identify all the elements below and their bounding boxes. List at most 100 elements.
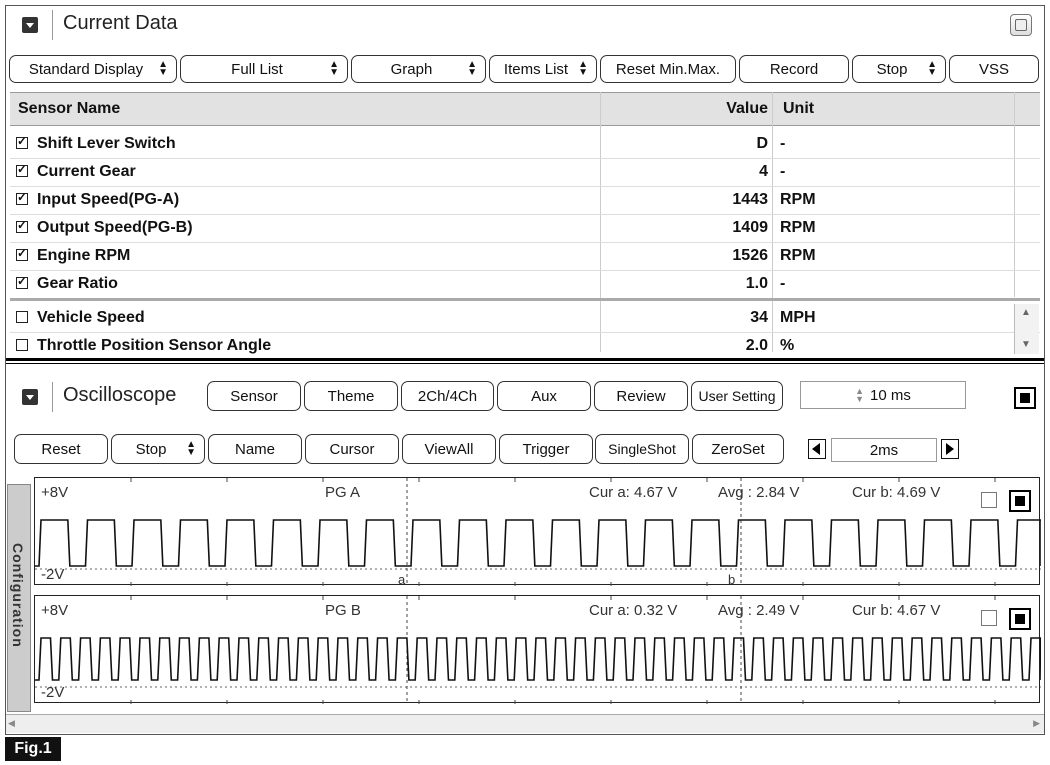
average-readout: Avg : 2.49 V: [718, 602, 800, 619]
updown-caret-icon: ▲ ▼: [186, 439, 196, 458]
column-unit[interactable]: Unit: [783, 100, 815, 117]
vss-button[interactable]: VSS: [949, 55, 1039, 83]
stop-mode-select[interactable]: Stop ▲ ▼: [111, 434, 205, 464]
table-row[interactable]: Throttle Position Sensor Angle 2.0 %: [10, 332, 1040, 354]
bottom-scale-label: -2V: [41, 684, 65, 701]
sensor-unit: -: [780, 163, 786, 180]
row-checkbox[interactable]: [16, 339, 28, 351]
table-row[interactable]: Engine RPM 1526 RPM: [10, 242, 1040, 271]
row-checkbox[interactable]: [16, 190, 28, 205]
window-restore-icon[interactable]: [1010, 14, 1032, 36]
sensor-value: 34: [750, 309, 768, 326]
sensor-name: Vehicle Speed: [37, 309, 145, 326]
zeroset-button[interactable]: ZeroSet: [692, 434, 784, 464]
updown-icon: ▲ ▼: [855, 386, 865, 404]
reset-minmax-button[interactable]: Reset Min.Max.: [600, 55, 736, 83]
channel-checkbox[interactable]: [981, 610, 997, 626]
table-row[interactable]: Current Gear 4 -: [10, 158, 1040, 187]
row-checkbox[interactable]: [16, 274, 28, 289]
column-sensor-name[interactable]: Sensor Name: [18, 100, 121, 117]
reset-button[interactable]: Reset: [14, 434, 108, 464]
stop-select[interactable]: Stop ▲ ▼: [852, 55, 946, 83]
graph-label: Graph: [390, 60, 433, 78]
sensor-value: 1409: [732, 219, 768, 236]
sample-time-value: 10 ms: [870, 386, 911, 404]
table-row[interactable]: Gear Ratio 1.0 -: [10, 270, 1040, 301]
sensor-name: Engine RPM: [37, 247, 131, 264]
aux-button[interactable]: Aux: [497, 381, 591, 411]
timebase-increase-icon[interactable]: [941, 439, 959, 459]
scroll-left-icon[interactable]: ◀: [8, 718, 15, 728]
horizontal-scrollbar[interactable]: ◀ ▶: [6, 714, 1044, 733]
cursor-a-readout: Cur a: 0.32 V: [589, 602, 678, 619]
channels-button[interactable]: 2Ch/4Ch: [401, 381, 494, 411]
cursor-b-marker[interactable]: b: [728, 572, 736, 587]
top-scale-label: +8V: [41, 484, 69, 501]
table-row[interactable]: Output Speed(PG-B) 1409 RPM: [10, 214, 1040, 243]
cursor-a-marker[interactable]: a: [398, 572, 406, 587]
sample-time-field[interactable]: ▲ ▼ 10 ms: [800, 381, 966, 409]
pg-b-waveform: [35, 596, 1041, 704]
sensor-unit: MPH: [780, 309, 816, 326]
row-checkbox[interactable]: [16, 311, 28, 323]
scroll-up-icon[interactable]: ▲: [1021, 307, 1031, 318]
sensor-unit: -: [780, 275, 786, 292]
user-setting-button[interactable]: User Setting: [691, 381, 783, 411]
cursor-b-readout: Cur b: 4.69 V: [852, 484, 941, 501]
table-scrollbar[interactable]: ▲ ▼: [1014, 304, 1039, 354]
theme-button[interactable]: Theme: [304, 381, 398, 411]
channel-color-icon[interactable]: [1009, 490, 1031, 512]
viewall-button[interactable]: ViewAll: [402, 434, 496, 464]
timebase-field[interactable]: 2ms: [831, 438, 937, 462]
row-checkbox[interactable]: [16, 162, 28, 177]
column-divider: [600, 92, 601, 352]
channel-pg-b[interactable]: +8V PG B Cur a: 0.32 V Avg : 2.49 V Cur …: [34, 595, 1041, 704]
table-header: Sensor Name Value Unit: [10, 92, 1040, 126]
bottom-scale-label: -2V: [41, 566, 65, 583]
sensor-value: 1443: [732, 191, 768, 208]
table-row[interactable]: Shift Lever Switch D -: [10, 130, 1040, 159]
scroll-down-icon[interactable]: ▼: [1021, 339, 1031, 350]
sensor-value: 2.0: [745, 337, 768, 354]
pane-divider-line: [6, 363, 1044, 364]
updown-caret-icon: ▲ ▼: [158, 59, 168, 78]
average-readout: Avg : 2.84 V: [718, 484, 800, 501]
singleshot-button[interactable]: SingleShot: [595, 434, 689, 464]
name-button[interactable]: Name: [208, 434, 302, 464]
sensor-button[interactable]: Sensor: [207, 381, 301, 411]
scroll-right-icon[interactable]: ▶: [1033, 718, 1040, 728]
collapse-icon[interactable]: [22, 389, 38, 405]
timebase-decrease-icon[interactable]: [808, 439, 826, 459]
configuration-tab[interactable]: Configuration: [7, 484, 31, 712]
items-list-select[interactable]: Items List ▲ ▼: [489, 55, 597, 83]
trigger-button[interactable]: Trigger: [499, 434, 593, 464]
stop-mode-label: Stop: [135, 440, 167, 458]
table-row[interactable]: Input Speed(PG-A) 1443 RPM: [10, 186, 1040, 215]
sensor-name: Shift Lever Switch: [37, 135, 176, 152]
review-button[interactable]: Review: [594, 381, 688, 411]
sensor-unit: %: [780, 337, 795, 354]
sensor-value: 4: [759, 163, 768, 180]
main-window: Current Data Standard Display ▲ ▼ Full Li…: [5, 5, 1045, 735]
sensor-unit: RPM: [780, 219, 816, 236]
row-checkbox[interactable]: [16, 134, 28, 149]
channel-color-icon[interactable]: [1009, 608, 1031, 630]
channel-checkbox[interactable]: [981, 492, 997, 508]
window-toggle-icon[interactable]: [1014, 387, 1036, 409]
sensor-value: 1.0: [745, 275, 768, 292]
full-list-select[interactable]: Full List ▲ ▼: [180, 55, 348, 83]
standard-display-select[interactable]: Standard Display ▲ ▼: [9, 55, 177, 83]
row-checkbox[interactable]: [16, 218, 28, 233]
row-checkbox[interactable]: [16, 246, 28, 261]
record-button[interactable]: Record: [739, 55, 849, 83]
table-row[interactable]: Vehicle Speed 34 MPH: [10, 304, 1040, 333]
channel-pg-a[interactable]: +8V PG A Cur a: 4.67 V Avg : 2.84 V Cur …: [34, 477, 1041, 587]
pg-a-waveform: [35, 478, 1041, 586]
column-value[interactable]: Value: [726, 100, 768, 117]
header-divider: [52, 10, 53, 40]
graph-select[interactable]: Graph ▲ ▼: [351, 55, 486, 83]
cursor-button[interactable]: Cursor: [305, 434, 399, 464]
collapse-icon[interactable]: [22, 17, 38, 33]
pane-divider[interactable]: [6, 358, 1044, 361]
sensor-unit: RPM: [780, 191, 816, 208]
